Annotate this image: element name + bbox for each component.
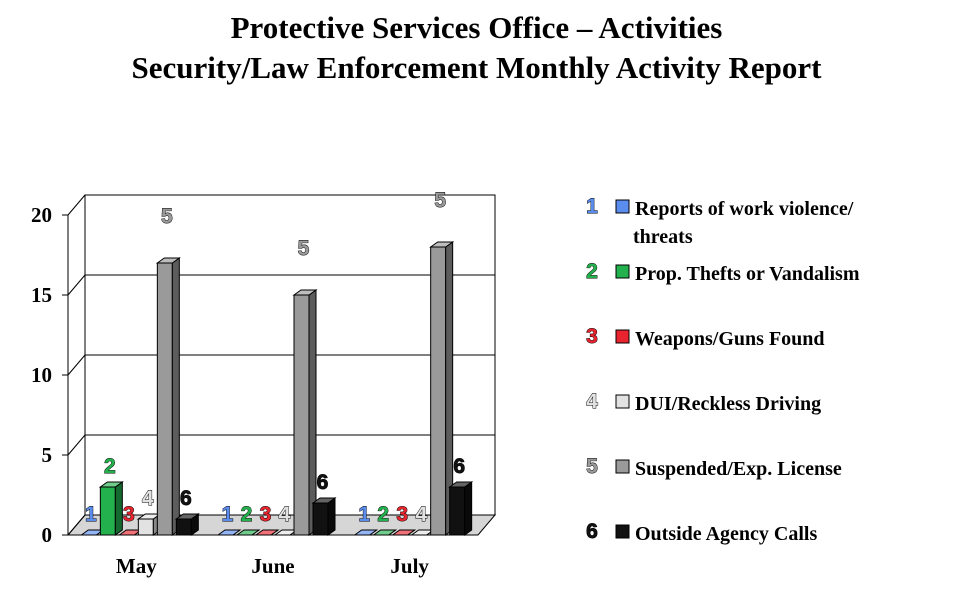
bar-marker-label: 6 [180, 487, 192, 510]
gridline-depth [67, 514, 86, 536]
bar-6-may [175, 518, 192, 536]
bar-side [327, 497, 336, 536]
bar-4-may [137, 518, 154, 536]
bar-marker-label: 6 [317, 471, 329, 494]
bar-top [372, 529, 398, 536]
legend-marker: 3 [586, 325, 598, 348]
bar-5-may [156, 262, 173, 536]
bar-2-may [99, 486, 116, 536]
legend-marker: 5 [586, 455, 598, 478]
bar-marker-label: 2 [104, 455, 116, 478]
legend-swatch [615, 264, 630, 279]
bar-top [311, 497, 337, 504]
bar-top [429, 241, 455, 248]
bar-side [171, 257, 180, 536]
bar-marker-label: 3 [123, 503, 135, 526]
bar-marker-label: 6 [453, 455, 465, 478]
y-tick-label: 0 [42, 523, 53, 547]
bar-top [292, 289, 318, 296]
gridline-depth [67, 194, 86, 216]
legend: 1 Reports of work violence/threats 2 Prop. … [586, 195, 860, 545]
y-tick-label: 10 [31, 363, 52, 387]
legend-label: Reports of work violence/ [635, 198, 854, 220]
x-tick-label: June [251, 554, 294, 578]
bar-marker-label: 5 [434, 189, 446, 212]
x-tick-label: July [390, 554, 429, 578]
bar-marker-label: 2 [377, 503, 389, 526]
bar-5-july [430, 246, 447, 536]
bar-marker-label: 4 [279, 503, 291, 526]
bar-marker-label: 1 [222, 503, 234, 526]
bar-6-june [312, 502, 329, 536]
bar-6-july [449, 486, 466, 536]
title-block: Protective Services Office – Activities … [0, 8, 953, 88]
bar-side [308, 289, 317, 536]
bar-marker-label: 3 [260, 503, 272, 526]
legend-marker: 6 [586, 520, 598, 543]
y-tick-label: 20 [31, 203, 52, 227]
legend-label: Weapons/Guns Found [635, 328, 825, 350]
gridline-depth [67, 354, 86, 376]
bar-top [353, 529, 379, 536]
bar-side [114, 481, 123, 536]
legend-swatch [615, 524, 630, 539]
bar-side [464, 481, 473, 536]
y-tick-label: 15 [31, 283, 52, 307]
legend-label: Suspended/Exp. License [635, 458, 842, 480]
legend-marker: 4 [586, 390, 598, 413]
legend-label: threats [633, 226, 693, 248]
chart-subtitle: Security/Law Enforcement Monthly Activit… [131, 50, 822, 85]
bar-top [254, 529, 280, 536]
bar-top [174, 513, 200, 520]
legend-marker: 2 [586, 260, 598, 283]
bar-top [448, 481, 474, 488]
bar-5-june [293, 294, 310, 536]
bar-marker-label: 5 [298, 237, 310, 260]
bar-top [155, 257, 181, 264]
legend-label: Prop. Thefts or Vandalism [635, 263, 860, 285]
bar-marker-label: 1 [358, 503, 370, 526]
bar-marker-label: 4 [415, 503, 427, 526]
legend-swatch [615, 394, 630, 409]
legend-label: DUI/Reckless Driving [635, 393, 821, 415]
bar-top [216, 529, 242, 536]
bar-marker-label: 2 [241, 503, 253, 526]
legend-label: Outside Agency Calls [635, 523, 817, 545]
chart-title: Protective Services Office – Activities [230, 10, 723, 45]
legend-swatch [615, 329, 630, 344]
bar-top [98, 481, 124, 488]
bar-marker-label: 5 [161, 205, 173, 228]
bar-marker-label: 1 [85, 503, 97, 526]
gridline-depth [67, 274, 86, 296]
x-tick-label: May [116, 554, 157, 578]
bar-marker-label: 3 [396, 503, 408, 526]
legend-swatch [615, 199, 630, 214]
legend-swatch [615, 459, 630, 474]
gridline-depth [67, 434, 86, 456]
legend-marker: 1 [586, 195, 598, 218]
bar-top [235, 529, 261, 536]
bar-top [391, 529, 417, 536]
y-tick-label: 5 [42, 443, 53, 467]
bar-marker-label: 4 [142, 487, 154, 510]
